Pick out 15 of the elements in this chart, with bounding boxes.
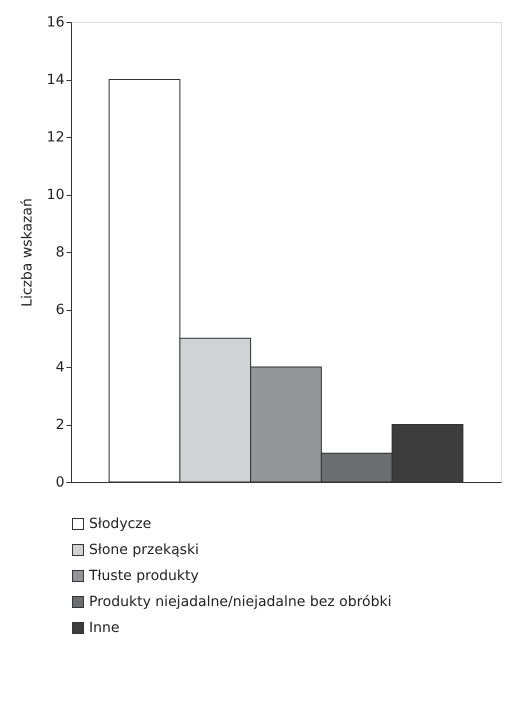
y-axis-title: Liczba wskazań — [20, 198, 36, 307]
legend-label: Tłuste produkty — [88, 568, 199, 584]
y-tick-label: 6 — [56, 302, 65, 318]
legend-label: Inne — [89, 620, 120, 636]
legend-label: Słone przekąski — [89, 542, 199, 558]
legend-label: Słodycze — [89, 516, 152, 532]
y-tick-label: 4 — [56, 360, 65, 376]
y-tick-label: 10 — [46, 187, 64, 203]
y-tick-label: 0 — [56, 474, 64, 490]
legend-label: Produkty niejadalne/niejadalne bez obróbki — [89, 594, 392, 610]
y-tick-label: 16 — [46, 14, 65, 30]
y-tick-label: 12 — [46, 130, 64, 146]
y-tick-label: 14 — [46, 72, 65, 88]
y-tick-label: 2 — [56, 417, 64, 433]
y-tick-label: 8 — [56, 244, 64, 260]
